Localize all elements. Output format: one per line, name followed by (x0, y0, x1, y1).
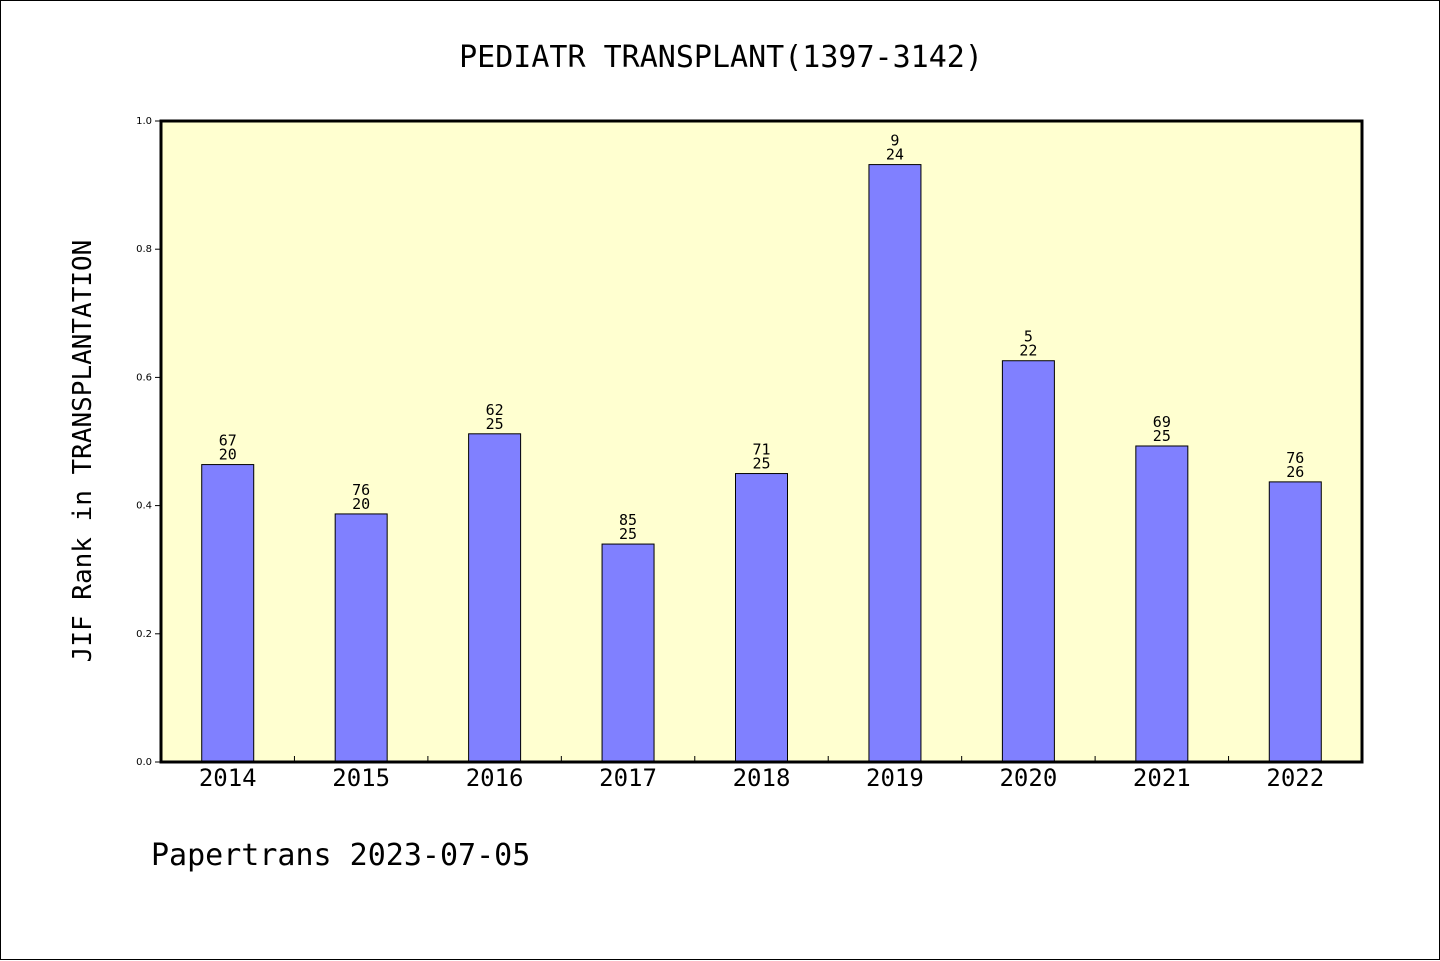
bar-label-top: 71 (752, 441, 770, 459)
bar-label-top: 62 (486, 401, 504, 419)
x-tick-label: 2017 (599, 764, 657, 792)
bar-2022 (1268, 481, 1322, 763)
y-tick-label: 0.0 (136, 757, 152, 768)
x-tick-label: 2022 (1266, 764, 1324, 792)
y-axis-label: JIF Rank in TRANSPLANTATION (68, 240, 98, 663)
bar-label-bottom: 25 (752, 455, 770, 473)
bar-label-top: 76 (1286, 449, 1304, 467)
chart-title: PEDIATR TRANSPLANT(1397-3142) (459, 40, 983, 75)
y-axis-ticks: 0.0 0.2 0.4 0.6 0.8 1.0 (136, 116, 161, 768)
bar-label-bottom: 20 (352, 495, 370, 513)
y-tick-label: 0.2 (136, 629, 152, 640)
bar-label-bottom: 25 (486, 415, 504, 433)
bar-2016 (468, 433, 522, 763)
x-tick-label: 2018 (733, 764, 791, 792)
bar-2019 (868, 164, 922, 763)
plot-border (159, 119, 1364, 764)
bars-group (201, 164, 1322, 763)
bar-2017 (601, 543, 655, 763)
bar-2014 (201, 464, 255, 763)
y-tick-label: 0.6 (136, 372, 152, 383)
x-tick-label: 2016 (466, 764, 524, 792)
bar-label-top: 67 (219, 432, 237, 450)
bar-2021 (1135, 445, 1189, 763)
bar-label-top: 85 (619, 511, 637, 529)
bar-label-bottom: 20 (219, 446, 237, 464)
x-tick-label: 2020 (999, 764, 1057, 792)
x-tick-label: 2014 (199, 764, 257, 792)
bar-label-top: 69 (1153, 413, 1171, 431)
bar-label-bottom: 26 (1286, 463, 1304, 481)
y-tick-label: 0.4 (136, 501, 152, 512)
x-tick-label: 2019 (866, 764, 924, 792)
bar-label-top: 9 (890, 132, 899, 150)
y-tick-label: 1.0 (136, 116, 152, 127)
bar-label-top: 5 (1024, 328, 1033, 346)
bar-2020 (1001, 360, 1055, 763)
bar-label-bottom: 22 (1019, 342, 1037, 360)
x-tick-label: 2015 (332, 764, 390, 792)
bar-label-bottom: 24 (886, 146, 904, 164)
bar-label-top: 76 (352, 481, 370, 499)
y-tick-label: 0.8 (136, 244, 152, 255)
bar-label-bottom: 25 (619, 525, 637, 543)
footer-text: Papertrans 2023-07-05 (151, 838, 530, 873)
bar-label-bottom: 25 (1153, 427, 1171, 445)
bar-2015 (334, 513, 388, 763)
x-axis-ticks: 2014 2015 2016 2017 2018 2019 2020 2021 2022 (199, 756, 1324, 792)
x-tick-label: 2021 (1133, 764, 1191, 792)
bar-2018 (735, 473, 788, 763)
